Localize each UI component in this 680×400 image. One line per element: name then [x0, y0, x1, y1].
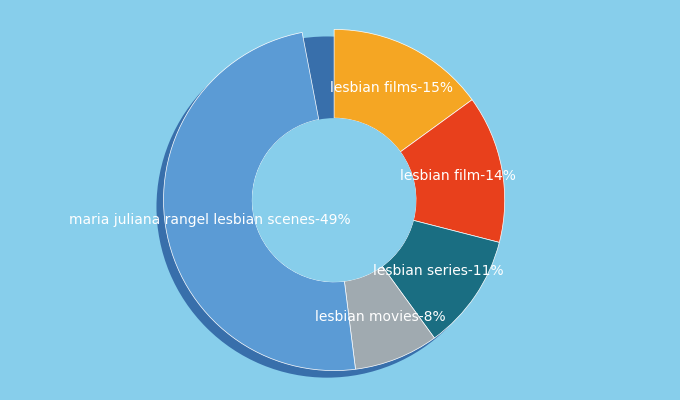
Text: lesbian series-11%: lesbian series-11% — [373, 264, 504, 278]
Text: lesbian films-15%: lesbian films-15% — [330, 80, 453, 94]
Wedge shape — [401, 100, 505, 242]
Text: lesbian movies-8%: lesbian movies-8% — [316, 310, 446, 324]
Text: lesbian film-14%: lesbian film-14% — [400, 169, 516, 183]
Wedge shape — [163, 32, 356, 370]
Text: maria juliana rangel lesbian scenes-49%: maria juliana rangel lesbian scenes-49% — [69, 213, 350, 227]
Wedge shape — [156, 36, 498, 378]
Wedge shape — [334, 30, 472, 152]
Wedge shape — [382, 220, 499, 338]
Wedge shape — [344, 266, 435, 369]
Circle shape — [252, 118, 416, 282]
